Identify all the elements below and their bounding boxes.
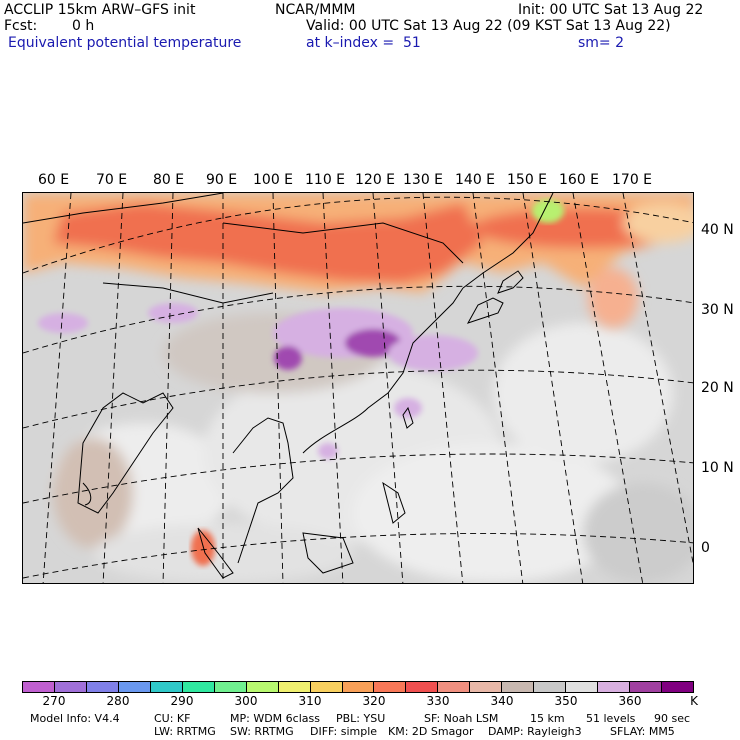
color-bar-swatch-13 xyxy=(438,682,471,692)
lon-label-170e: 170 E xyxy=(612,172,653,188)
color-bar xyxy=(22,681,694,693)
equivalent-potential-temperature-map xyxy=(23,193,693,583)
footer-timestep: 90 sec xyxy=(654,712,691,725)
forecast-label: Fcst: xyxy=(4,18,38,34)
color-bar-swatch-15 xyxy=(502,682,535,692)
lon-label-90e: 90 E xyxy=(206,172,238,188)
color-bar-tick-10: K xyxy=(690,694,698,708)
color-bar-tick-9: 360 xyxy=(618,694,642,708)
color-bar-swatch-16 xyxy=(534,682,567,692)
valid-time: Valid: 00 UTC Sat 13 Aug 22 (09 KST Sat … xyxy=(306,18,671,34)
color-bar-tick-8: 350 xyxy=(554,694,578,708)
footer-sflay: SFLAY: MM5 xyxy=(610,725,675,738)
footer-km: KM: 2D Smagor xyxy=(388,725,474,738)
smoothing-label: sm= 2 xyxy=(578,35,625,51)
lat-label-20n: 20 N xyxy=(701,380,734,396)
footer-mp: MP: WDM 6class xyxy=(230,712,320,725)
color-bar-swatch-12 xyxy=(406,682,439,692)
color-bar-swatch-20 xyxy=(662,682,694,692)
lon-label-150e: 150 E xyxy=(507,172,548,188)
color-bar-swatch-2 xyxy=(86,682,119,692)
lat-label-30n: 30 N xyxy=(701,302,734,318)
lon-label-130e: 130 E xyxy=(403,172,444,188)
color-bar-tick-7: 340 xyxy=(490,694,514,708)
init-time: Init: 00 UTC Sat 13 Aug 22 xyxy=(518,2,704,18)
color-bar-swatch-5 xyxy=(182,682,215,692)
color-bar-swatch-4 xyxy=(150,682,183,692)
coastlines xyxy=(23,193,554,579)
lon-label-70e: 70 E xyxy=(96,172,128,188)
purple-high-theta-e-field xyxy=(38,303,478,459)
color-bar-swatch-17 xyxy=(566,682,599,692)
color-bar-swatch-9 xyxy=(310,682,343,692)
color-bar-swatch-3 xyxy=(118,682,151,692)
map-panel xyxy=(22,192,694,584)
color-bar-swatch-11 xyxy=(374,682,407,692)
color-bar-tick-3: 300 xyxy=(234,694,258,708)
field-name: Equivalent potential temperature xyxy=(8,35,242,51)
color-bar-swatch-8 xyxy=(278,682,311,692)
footer-cu: CU: KF xyxy=(154,712,191,725)
lon-label-100e: 100 E xyxy=(253,172,294,188)
footer-resolution: 15 km xyxy=(530,712,565,725)
organization-label: NCAR/MMM xyxy=(275,2,356,18)
lat-label-40n: 40 N xyxy=(701,222,734,238)
model-title: ACCLIP 15km ARW–GFS init xyxy=(4,2,196,18)
footer-levels: 51 levels xyxy=(586,712,636,725)
lon-label-140e: 140 E xyxy=(455,172,496,188)
color-bar-swatch-6 xyxy=(214,682,247,692)
graticule xyxy=(23,193,693,583)
forecast-hour: 0 h xyxy=(72,18,95,34)
high-theta-spot xyxy=(532,199,564,223)
lon-label-120e: 120 E xyxy=(355,172,396,188)
footer-diff: DIFF: simple xyxy=(310,725,378,738)
color-bar-swatch-7 xyxy=(246,682,279,692)
lat-label-0: 0 xyxy=(701,540,710,556)
lat-label-10n: 10 N xyxy=(701,460,734,476)
sumatra-warm-spot xyxy=(191,530,215,566)
color-bar-tick-1: 280 xyxy=(106,694,130,708)
footer-sw: SW: RRTMG xyxy=(230,725,294,738)
color-bar-tick-6: 330 xyxy=(426,694,450,708)
color-bar-swatch-10 xyxy=(342,682,375,692)
footer-damp: DAMP: Rayleigh3 xyxy=(488,725,582,738)
footer-sf: SF: Noah LSM xyxy=(424,712,499,725)
tropical-field xyxy=(53,313,693,583)
color-bar-swatch-14 xyxy=(470,682,503,692)
lon-label-60e: 60 E xyxy=(38,172,70,188)
color-bar-swatch-0 xyxy=(23,682,55,692)
lon-label-160e: 160 E xyxy=(559,172,600,188)
lon-label-80e: 80 E xyxy=(153,172,185,188)
color-bar-tick-2: 290 xyxy=(170,694,194,708)
color-bar-tick-0: 270 xyxy=(42,694,66,708)
color-bar-swatch-18 xyxy=(598,682,631,692)
footer-model-info: Model Info: V4.4 xyxy=(30,712,120,725)
footer-lw: LW: RRTMG xyxy=(154,725,216,738)
lon-label-110e: 110 E xyxy=(305,172,346,188)
footer-pbl: PBL: YSU xyxy=(336,712,386,725)
color-bar-swatch-1 xyxy=(54,682,87,692)
color-bar-swatch-19 xyxy=(630,682,663,692)
color-bar-tick-5: 320 xyxy=(362,694,386,708)
level-label: at k–index = 51 xyxy=(306,35,421,51)
color-bar-tick-4: 310 xyxy=(298,694,322,708)
